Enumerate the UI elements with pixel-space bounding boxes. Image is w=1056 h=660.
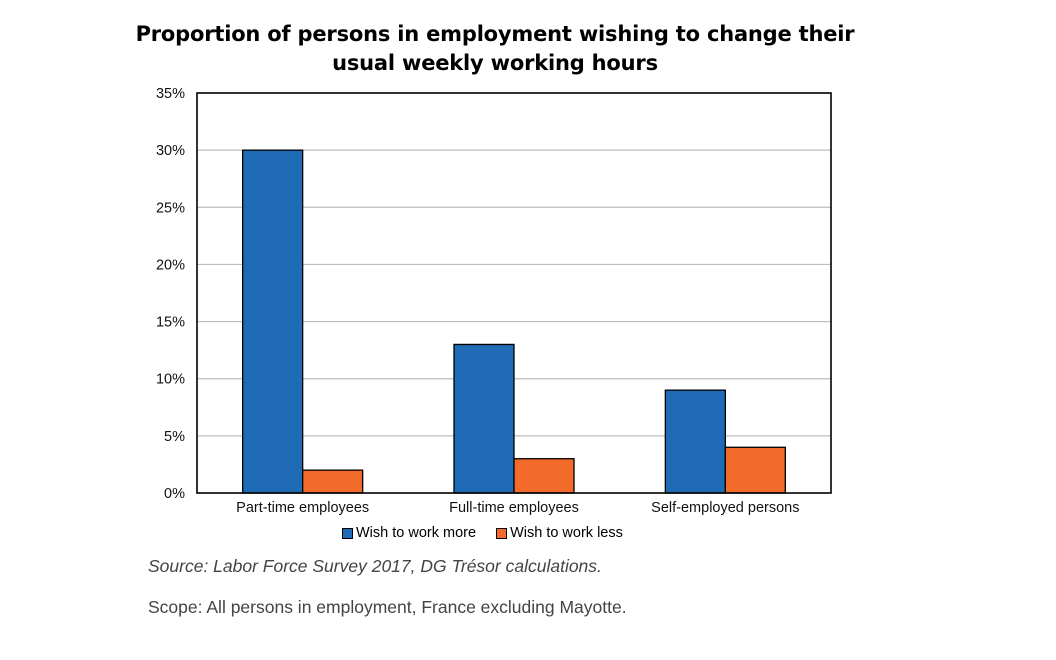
legend-swatch-work-more xyxy=(342,527,353,539)
bar-work-less xyxy=(302,469,364,494)
y-tick-label: 0% xyxy=(164,486,185,502)
x-tick-label: Part-time employees xyxy=(236,500,369,516)
y-tick-label: 35% xyxy=(156,86,185,102)
y-tick-label: 15% xyxy=(156,315,185,331)
legend-item-work-less: Wish to work less xyxy=(496,525,623,541)
source-note: Source: Labor Force Survey 2017, DG Trés… xyxy=(148,556,602,576)
bar-work-less xyxy=(724,446,786,494)
bar-work-more xyxy=(664,389,726,494)
y-tick-label: 5% xyxy=(164,429,185,445)
y-tick-label: 10% xyxy=(156,372,185,388)
legend-label-work-less: Wish to work less xyxy=(510,525,623,541)
legend: Wish to work more Wish to work less xyxy=(342,525,643,541)
x-tick-label: Full-time employees xyxy=(449,500,579,516)
legend-swatch-work-less xyxy=(496,527,508,539)
plot-frame xyxy=(196,92,832,494)
bar-work-less xyxy=(513,458,575,494)
chart-title: Proportion of persons in employment wish… xyxy=(135,22,855,75)
scope-note: Scope: All persons in employment, France… xyxy=(148,597,627,617)
legend-label-work-more: Wish to work more xyxy=(356,525,477,541)
bar-work-more xyxy=(453,343,515,494)
y-tick-label: 30% xyxy=(156,143,185,159)
y-tick-label: 25% xyxy=(156,200,185,216)
bar-work-more xyxy=(242,149,304,494)
x-tick-label: Self-employed persons xyxy=(651,500,799,516)
legend-item-work-more: Wish to work more xyxy=(342,525,476,541)
y-tick-label: 20% xyxy=(156,257,185,273)
